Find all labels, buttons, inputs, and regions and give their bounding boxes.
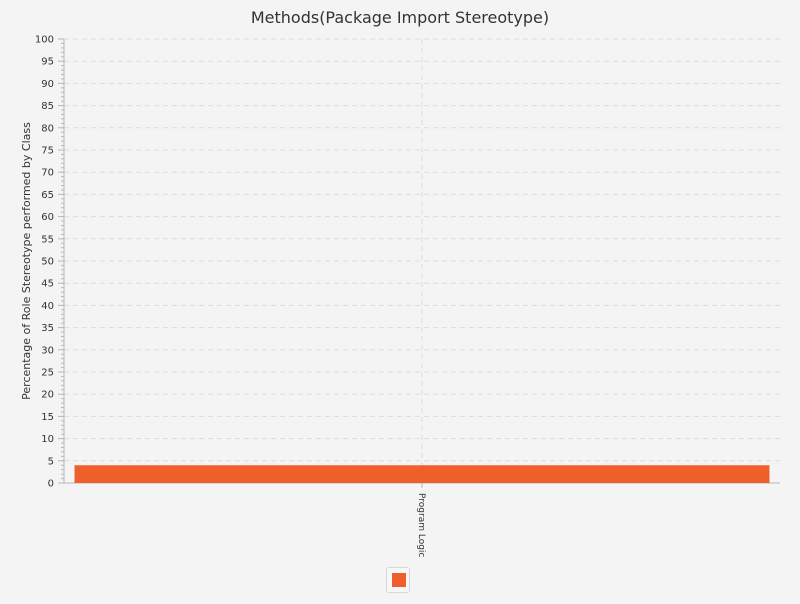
y-tick-label: 25 [41, 368, 54, 379]
y-tick-label: 60 [41, 212, 54, 223]
y-tick-label: 65 [41, 190, 54, 201]
y-tick-label: 75 [41, 146, 54, 157]
chart-title: Methods(Package Import Stereotype) [251, 8, 549, 27]
y-tick-label: 5 [48, 456, 54, 467]
y-tick-label: 30 [41, 345, 54, 356]
y-tick-label: 55 [41, 234, 54, 245]
y-tick-label: 15 [41, 412, 54, 423]
y-tick-label: 35 [41, 323, 54, 334]
bar [74, 465, 770, 483]
y-tick-label: 40 [41, 301, 54, 312]
y-axis-title: Percentage of Role Stereotype performed … [20, 122, 33, 400]
y-tick-label: 85 [41, 101, 54, 112]
y-tick-label: 0 [48, 479, 54, 490]
axes [58, 38, 780, 488]
y-tick-label: 45 [41, 279, 54, 290]
y-tick-label: 95 [41, 57, 54, 68]
y-tick-label: 70 [41, 168, 54, 179]
gridlines [64, 38, 780, 483]
y-tick-label: 50 [41, 257, 54, 268]
y-tick-label: 20 [41, 390, 54, 401]
legend [386, 567, 410, 593]
y-tick-label: 90 [41, 79, 54, 90]
x-tick-label: Program Logic [416, 493, 426, 557]
y-tick-label: 80 [41, 123, 54, 134]
legend-swatch [392, 573, 406, 587]
tick-labels: 0 5 10 15 20 25 30 35 40 45 50 55 60 65 70 75 80 85 90 95 10… [35, 35, 426, 558]
bars [74, 465, 770, 483]
y-tick-label: 100 [35, 35, 54, 46]
y-tick-label: 10 [41, 434, 54, 445]
